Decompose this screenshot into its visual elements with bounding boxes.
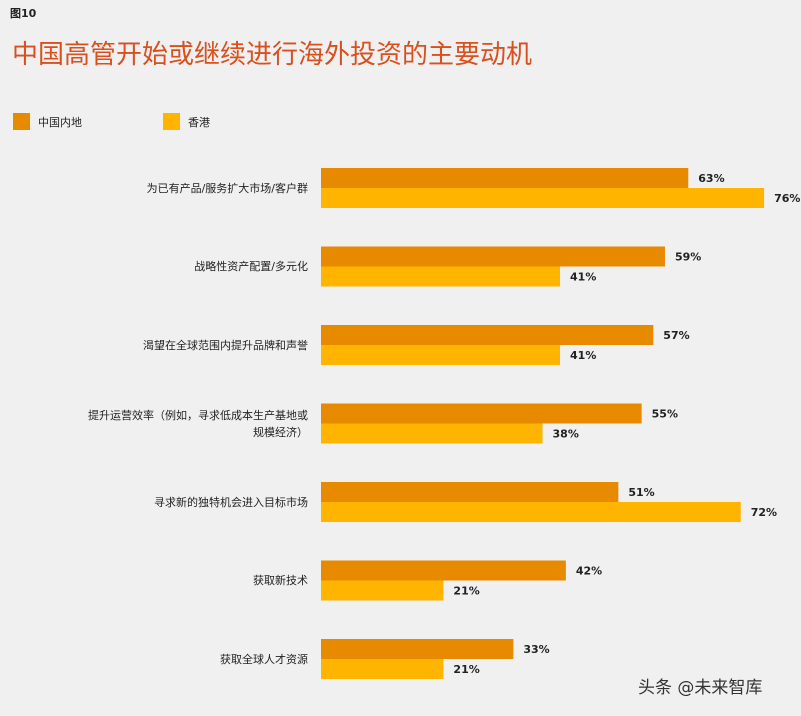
chart-title: 中国高管开始或继续进行海外投资的主要动机 bbox=[12, 40, 532, 70]
category-label: 寻求新的独特机会进入目标市场 bbox=[154, 495, 308, 509]
bar bbox=[321, 266, 561, 287]
bar bbox=[321, 502, 741, 522]
figure-label: 图10 bbox=[10, 7, 37, 20]
bar bbox=[321, 482, 619, 502]
category-label: 提升运营效率（例如，寻求低成本生产基地或规模经济） bbox=[88, 408, 308, 439]
category-label: 获取新技术 bbox=[253, 574, 308, 587]
category-label: 获取全球人才资源 bbox=[220, 652, 308, 666]
bar bbox=[321, 659, 444, 679]
value-label: 51% bbox=[628, 486, 654, 499]
value-label: 42% bbox=[576, 565, 602, 578]
value-label: 55% bbox=[652, 408, 678, 421]
value-label: 76% bbox=[774, 192, 800, 205]
value-label: 72% bbox=[751, 506, 777, 519]
value-label: 21% bbox=[453, 663, 479, 676]
legend-swatch bbox=[13, 113, 30, 130]
bar bbox=[321, 325, 654, 345]
value-label: 38% bbox=[553, 428, 579, 441]
bar bbox=[321, 639, 514, 659]
value-label: 63% bbox=[698, 172, 724, 185]
value-label: 59% bbox=[675, 251, 701, 264]
bar bbox=[321, 423, 543, 444]
bar bbox=[321, 246, 665, 267]
bar bbox=[321, 345, 561, 365]
category-label: 战略性资产配置/多元化 bbox=[194, 260, 308, 273]
legend-label: 香港 bbox=[188, 116, 210, 129]
legend-label: 中国内地 bbox=[38, 115, 82, 129]
watermark: 头条 @未来智库 bbox=[638, 678, 762, 698]
bar bbox=[321, 188, 765, 208]
legend-swatch bbox=[163, 113, 180, 130]
value-label: 33% bbox=[523, 643, 549, 656]
bar bbox=[321, 403, 642, 424]
category-label: 为已有产品/服务扩大市场/客户群 bbox=[146, 181, 308, 195]
value-label: 21% bbox=[453, 585, 479, 598]
bar bbox=[321, 168, 689, 188]
value-label: 41% bbox=[570, 349, 596, 362]
value-label: 41% bbox=[570, 271, 596, 284]
category-label: 渴望在全球范围内提升品牌和声誉 bbox=[143, 338, 308, 352]
bar bbox=[321, 560, 566, 581]
value-label: 57% bbox=[663, 329, 689, 342]
bar bbox=[321, 580, 444, 601]
